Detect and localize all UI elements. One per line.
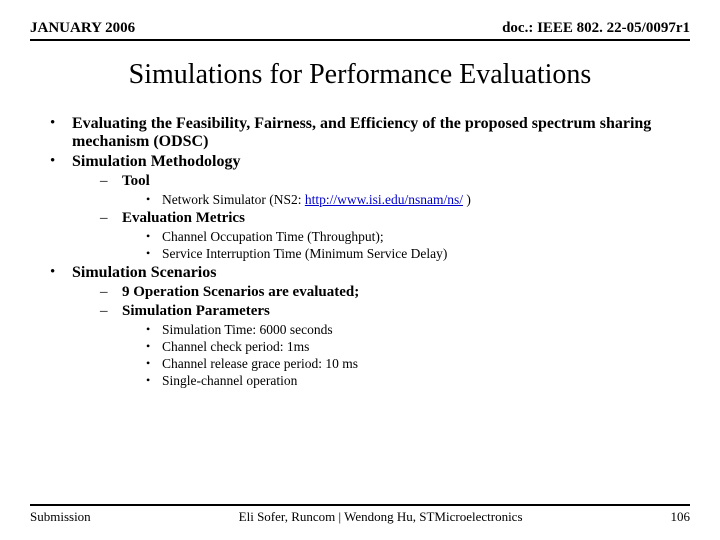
bullet-3-2-sublist: Simulation Time: 6000 seconds Channel ch… (122, 322, 690, 389)
ns2-text-post: ) (463, 192, 471, 207)
bullet-3-2-text: Simulation Parameters (122, 303, 270, 319)
bullet-list: Evaluating the Feasibility, Fairness, an… (30, 115, 690, 389)
bullet-3-2-3: Channel release grace period: 10 ms (146, 356, 690, 372)
footer-right: 106 (671, 509, 691, 525)
page-title: Simulations for Performance Evaluations (30, 59, 690, 91)
bullet-2-2: Evaluation Metrics Channel Occupation Ti… (100, 210, 690, 262)
header-left: JANUARY 2006 (30, 20, 135, 37)
bullet-1: Evaluating the Feasibility, Fairness, an… (50, 115, 690, 151)
bullet-3-2-4: Single-channel operation (146, 373, 690, 389)
bullet-3-2: Simulation Parameters Simulation Time: 6… (100, 303, 690, 389)
bullet-1-text: Evaluating the Feasibility, Fairness, an… (72, 115, 651, 150)
header-right: doc.: IEEE 802. 22-05/0097r1 (502, 20, 690, 37)
bullet-3-2-1: Simulation Time: 6000 seconds (146, 322, 690, 338)
footer-center: Eli Sofer, Runcom | Wendong Hu, STMicroe… (91, 509, 671, 525)
bullet-3: Simulation Scenarios 9 Operation Scenari… (50, 264, 690, 389)
footer: Submission Eli Sofer, Runcom | Wendong H… (30, 504, 690, 525)
bullet-3-1-text: 9 Operation Scenarios are evaluated; (122, 284, 359, 300)
content: Evaluating the Feasibility, Fairness, an… (30, 115, 690, 389)
bullet-3-text: Simulation Scenarios (72, 264, 216, 281)
header: JANUARY 2006 doc.: IEEE 802. 22-05/0097r… (30, 20, 690, 41)
footer-left: Submission (30, 509, 91, 525)
ns2-link[interactable]: http://www.isi.edu/nsnam/ns/ (305, 192, 463, 207)
bullet-2-1-sublist: Network Simulator (NS2: http://www.isi.e… (122, 192, 690, 208)
bullet-2-2-1: Channel Occupation Time (Throughput); (146, 229, 690, 245)
bullet-2-text: Simulation Methodology (72, 153, 240, 170)
bullet-2-2-sublist: Channel Occupation Time (Throughput); Se… (122, 229, 690, 262)
ns2-text-pre: Network Simulator (NS2: (162, 192, 305, 207)
bullet-2-2-2: Service Interruption Time (Minimum Servi… (146, 246, 690, 262)
bullet-2-2-text: Evaluation Metrics (122, 210, 245, 226)
bullet-3-1: 9 Operation Scenarios are evaluated; (100, 284, 690, 301)
bullet-3-2-2: Channel check period: 1ms (146, 339, 690, 355)
bullet-2-1-1: Network Simulator (NS2: http://www.isi.e… (146, 192, 690, 208)
bullet-2-1: Tool Network Simulator (NS2: http://www.… (100, 173, 690, 208)
bullet-2-1-text: Tool (122, 173, 150, 189)
bullet-3-sublist: 9 Operation Scenarios are evaluated; Sim… (72, 284, 690, 389)
bullet-2: Simulation Methodology Tool Network Simu… (50, 153, 690, 262)
bullet-2-sublist: Tool Network Simulator (NS2: http://www.… (72, 173, 690, 262)
